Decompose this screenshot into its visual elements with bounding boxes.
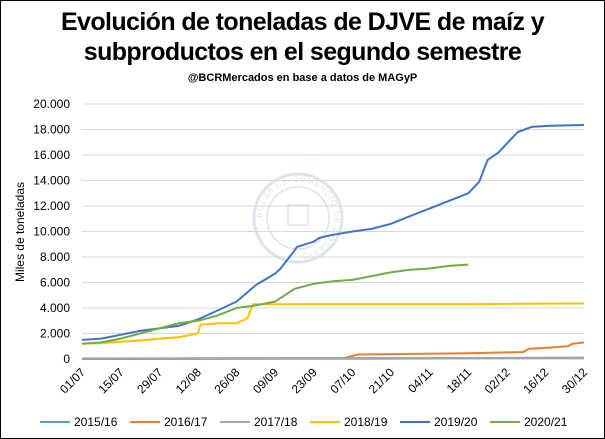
chart-title-line1: Evolución de toneladas de DJVE de maíz y: [60, 8, 545, 36]
x-tick-label: 18/11: [444, 365, 475, 396]
chart-title-line2: subproductos en el segundo semestre: [83, 38, 522, 66]
y-tick-label: 10.000: [33, 225, 70, 239]
legend-label: 2019/20: [434, 415, 478, 429]
y-tick-label: 4.000: [40, 301, 70, 315]
y-tick-label: 20.000: [33, 97, 70, 111]
x-tick-label: 09/09: [250, 365, 281, 396]
x-tick-label: 23/09: [289, 365, 320, 396]
y-tick-label: 14.000: [33, 174, 70, 188]
series-line-2017-18: [81, 356, 585, 360]
x-tick-label: 26/08: [211, 365, 242, 396]
series-line-2016-17: [81, 341, 585, 360]
x-tick-label: 01/07: [57, 365, 88, 396]
y-tick-label: 6.000: [40, 276, 70, 290]
x-tick-label: 16/12: [520, 365, 551, 396]
y-tick-label: 18.000: [33, 123, 70, 137]
x-tick-label: 04/11: [405, 365, 436, 396]
y-tick-label: 8.000: [40, 250, 70, 264]
x-tick-label: 07/10: [327, 365, 358, 396]
series-line-2020-21: [81, 263, 469, 345]
x-tick-label: 29/07: [134, 365, 165, 396]
chart-subtitle: @BCRMercados en base a datos de MAGyP: [187, 72, 418, 84]
legend-label: 2020/21: [524, 415, 568, 429]
y-axis-label: Miles de toneladas: [13, 182, 27, 282]
x-tick-label: 12/08: [173, 365, 204, 396]
legend-label: 2017/18: [254, 415, 298, 429]
y-tick-label: 0: [63, 352, 70, 366]
x-tick-label: 15/07: [96, 365, 127, 396]
series-line-2018-19: [81, 302, 584, 345]
legend-label: 2018/19: [344, 415, 388, 429]
x-tick-label: 30/12: [559, 365, 590, 396]
watermark-seal: BOLSA DE COMERCIO DE ROSARIO: [252, 172, 344, 264]
y-tick-label: 16.000: [33, 148, 70, 162]
legend-label: 2015/16: [74, 415, 118, 429]
x-tick-label: 21/10: [366, 365, 397, 396]
y-tick-label: 2.000: [40, 327, 70, 341]
x-tick-label: 02/12: [482, 365, 513, 396]
series-line-2019-20: [81, 124, 585, 341]
legend-label: 2016/17: [164, 415, 208, 429]
y-tick-label: 12.000: [33, 199, 70, 213]
